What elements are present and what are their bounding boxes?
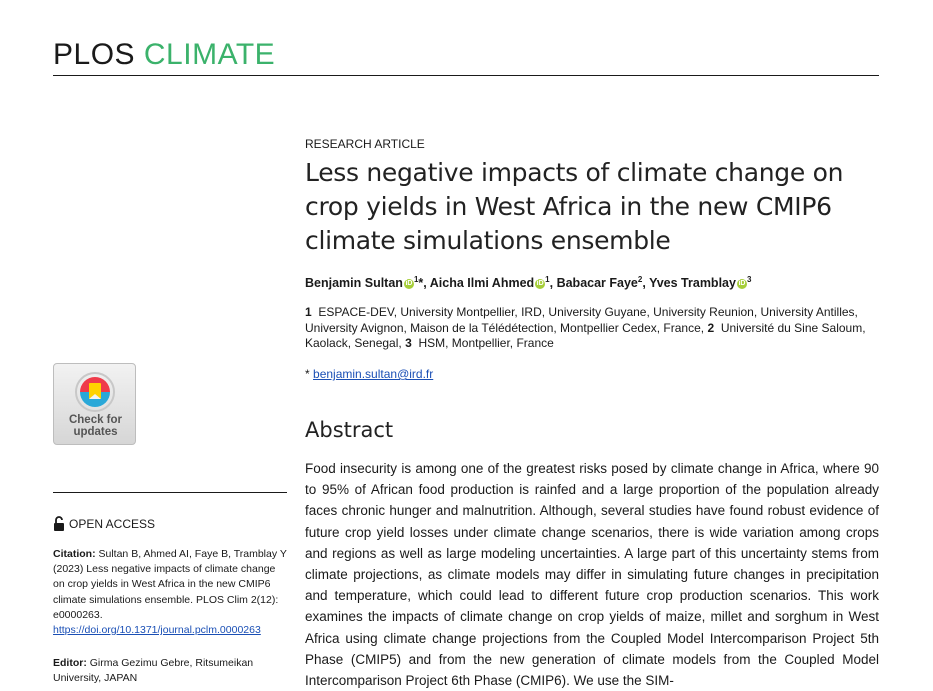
- author-list: Benjamin Sultan iD 1*, Aicha Ilmi Ahmed iD 1…: [305, 275, 752, 291]
- citation-block: Citation: Sultan B, Ahmed AI, Faye B, Tr…: [53, 547, 287, 638]
- header-divider: [53, 75, 879, 76]
- orcid-icon[interactable]: iD: [736, 278, 747, 289]
- author-affiliation-sup: 1: [413, 275, 419, 284]
- open-access-text: OPEN ACCESS: [69, 517, 156, 531]
- author-name[interactable]: Babacar Faye: [556, 276, 638, 291]
- orcid-icon[interactable]: iD: [403, 278, 414, 289]
- editor-label: Editor:: [53, 657, 87, 669]
- open-lock-icon: [54, 516, 64, 531]
- corresponding-marker: *: [305, 367, 310, 381]
- affiliation-text: ESPACE-DEV, University Montpellier, IRD,…: [305, 305, 858, 335]
- affiliation-number: 1: [305, 305, 312, 319]
- sidebar-divider: [53, 492, 287, 493]
- author-affiliation-sup: 3: [746, 275, 752, 284]
- affiliation-number: 2: [707, 320, 715, 335]
- crossmark-icon: [75, 372, 115, 412]
- abstract-text: Food insecurity is among one of the grea…: [305, 461, 879, 689]
- editor-text: Girma Gezimu Gebre, Ritsumeikan Universi…: [53, 657, 254, 685]
- author-affiliation-sup: 1: [545, 275, 550, 284]
- author-affiliation-sup: 2: [637, 275, 643, 284]
- affiliation-text: HSM, Montpellier, France: [418, 336, 554, 350]
- check-for-updates-label: Check for updates: [68, 414, 123, 438]
- editor-block: Editor: Girma Gezimu Gebre, Ritsumeikan …: [53, 656, 287, 686]
- citation-text: Sultan B, Ahmed AI, Faye B, Tramblay Y (…: [53, 548, 287, 621]
- journal-header: PLOS CLIMATE: [53, 38, 275, 72]
- citation-doi-link[interactable]: https://doi.org/10.1371/journal.pclm.000…: [53, 624, 261, 637]
- journal-name-climate: CLIMATE: [143, 38, 276, 71]
- author-name[interactable]: Benjamin Sultan: [305, 276, 403, 291]
- article-title: Less negative impacts of climate change …: [305, 158, 844, 255]
- affiliations: 1 ESPACE-DEV, University Montpellier, IR…: [305, 305, 870, 352]
- corresponding-marker: *: [418, 276, 424, 291]
- affiliation-number: 3: [405, 336, 412, 350]
- corresponding-author: * benjamin.sultan@ird.fr: [305, 367, 433, 381]
- check-for-updates-button[interactable]: Check for updates: [53, 363, 136, 445]
- affiliation-text: Université du Sine Saloum, Kaolack, Sene…: [305, 320, 866, 351]
- abstract-heading: Abstract: [305, 418, 394, 442]
- open-access-label: OPEN ACCESS: [53, 516, 155, 531]
- corresponding-email-link[interactable]: benjamin.sultan@ird.fr: [313, 367, 434, 381]
- author-name[interactable]: Yves Tramblay: [649, 276, 736, 291]
- journal-name-plos: PLOS: [53, 38, 136, 71]
- article-type: RESEARCH ARTICLE: [305, 137, 425, 151]
- orcid-icon[interactable]: iD: [535, 278, 546, 289]
- citation-label: Citation:: [53, 548, 96, 560]
- author-name[interactable]: Aicha Ilmi Ahmed: [429, 276, 535, 291]
